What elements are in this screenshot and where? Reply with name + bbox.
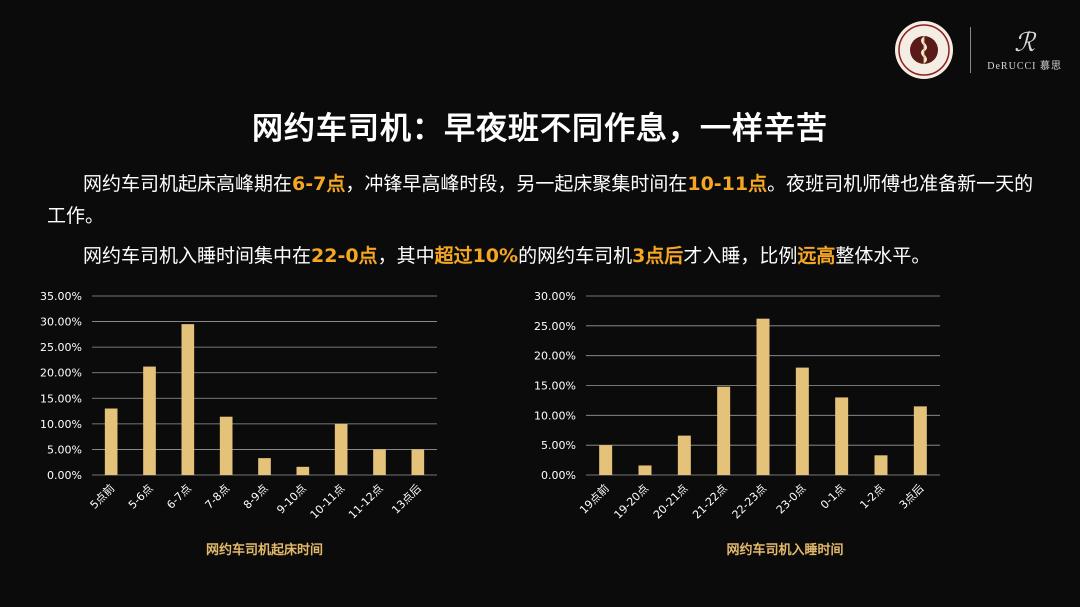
y-tick-label: 10.00% (40, 418, 82, 431)
x-tick-label: 6-7点 (164, 482, 194, 512)
x-tick-label: 21-22点 (690, 482, 730, 522)
x-tick-label: 19-20点 (612, 482, 652, 522)
y-tick-label: 0.00% (47, 469, 82, 482)
bar (258, 458, 271, 475)
highlight: 超过10% (434, 245, 519, 267)
bar (411, 449, 425, 475)
text-segment: 才入睡，比例 (683, 245, 798, 267)
x-tick-label: 7-8点 (203, 482, 233, 512)
bar (373, 449, 386, 475)
bar (599, 445, 613, 475)
x-tick-label: 23-0点 (774, 482, 809, 517)
y-tick-label: 10.00% (534, 409, 576, 422)
highlight: 6-7点 (292, 173, 346, 195)
highlight: 远高 (797, 245, 836, 267)
x-tick-label: 5-6点 (126, 482, 156, 512)
bar (334, 423, 348, 475)
y-tick-label: 25.00% (534, 320, 576, 333)
bar (181, 324, 195, 475)
paragraph-sleep: 网约车司机入睡时间集中在22-0点，其中超过10%的网约车司机3点后才入睡，比例… (47, 240, 1047, 272)
x-tick-label: 22-23点 (730, 482, 770, 522)
page-title: 网约车司机：早夜班不同作息，一样辛苦 (252, 111, 828, 147)
text-segment: 网约车司机入睡时间集中在 (83, 245, 312, 267)
y-tick-label: 20.00% (534, 350, 576, 363)
bar (795, 367, 809, 475)
y-tick-label: 5.00% (541, 439, 576, 452)
derucci-monogram-icon: ℛ (1014, 27, 1035, 58)
chart1-x-axis-label: 网约车司机起床时间 (205, 543, 323, 558)
bar (219, 416, 233, 475)
text-segment: 整体水平。 (835, 245, 931, 267)
text-segment: ，其中 (377, 245, 435, 267)
x-tick-label: 3点后 (897, 482, 927, 512)
y-tick-label: 0.00% (541, 469, 576, 482)
text-segment: 。夜班司机师傅也准备新一天的工作。 (47, 173, 1034, 227)
x-tick-label: 20-21点 (651, 482, 691, 522)
y-tick-label: 15.00% (534, 380, 576, 393)
y-tick-label: 25.00% (40, 341, 82, 354)
chart2-x-axis-label: 网约车司机入睡时间 (726, 543, 844, 558)
wakeup-time-chart: 0.00% 5.00% 10.00% 15.00% 20.00% 25.00% 30.00%… (40, 290, 437, 522)
highlight: 10-11点 (687, 173, 768, 195)
y-tick-label: 30.00% (40, 316, 82, 329)
bar (638, 465, 652, 475)
x-tick-label: 8-9点 (241, 482, 271, 512)
x-tick-label: 5点前 (87, 481, 117, 511)
x-tick-label: 9-10点 (274, 482, 309, 517)
paragraph-wakeup: 网约车司机起床高峰期在6-7点，冲锋早高峰时段，另一起床聚集时间在10-11点。… (47, 168, 1047, 232)
x-tick-label: 11-12点 (346, 482, 386, 522)
bar (913, 406, 927, 475)
bar (717, 386, 731, 475)
x-tick-label: 0-1点 (818, 482, 848, 512)
x-tick-label: 1-2点 (857, 482, 887, 512)
bar (874, 455, 888, 475)
y-tick-label: 30.00% (534, 290, 576, 303)
bar (296, 466, 310, 475)
bar (835, 397, 849, 475)
y-tick-label: 20.00% (40, 367, 82, 380)
text-segment: 的网约车司机 (518, 245, 633, 267)
logo-area: ℛ DeRUCCI 慕思 (894, 20, 1062, 80)
highlight: 3点后 (632, 245, 684, 267)
bar (143, 366, 156, 475)
x-tick-label: 19点前 (576, 481, 611, 516)
highlight: 22-0点 (311, 245, 378, 267)
x-tick-label: 10-11点 (308, 482, 348, 522)
bar (756, 318, 770, 475)
logo-divider (970, 27, 972, 73)
sleep-society-seal-logo (895, 21, 954, 79)
brand-name: DeRUCCI 慕思 (987, 60, 1062, 72)
y-tick-label: 5.00% (47, 443, 82, 456)
sleep-time-chart: 0.00% 5.00% 10.00% 15.00% 20.00% 25.00% 30.00%… (534, 290, 940, 522)
bar (677, 435, 691, 475)
x-tick-label: 13点后 (389, 482, 424, 517)
y-tick-label: 35.00% (40, 290, 82, 303)
bar (104, 408, 118, 475)
derucci-logo: ℛ DeRUCCI 慕思 (987, 29, 1062, 72)
text-segment: 网约车司机起床高峰期在 (83, 173, 293, 195)
y-tick-label: 15.00% (40, 392, 82, 405)
text-segment: ，冲锋早高峰时段，另一起床聚集时间在 (345, 173, 688, 195)
